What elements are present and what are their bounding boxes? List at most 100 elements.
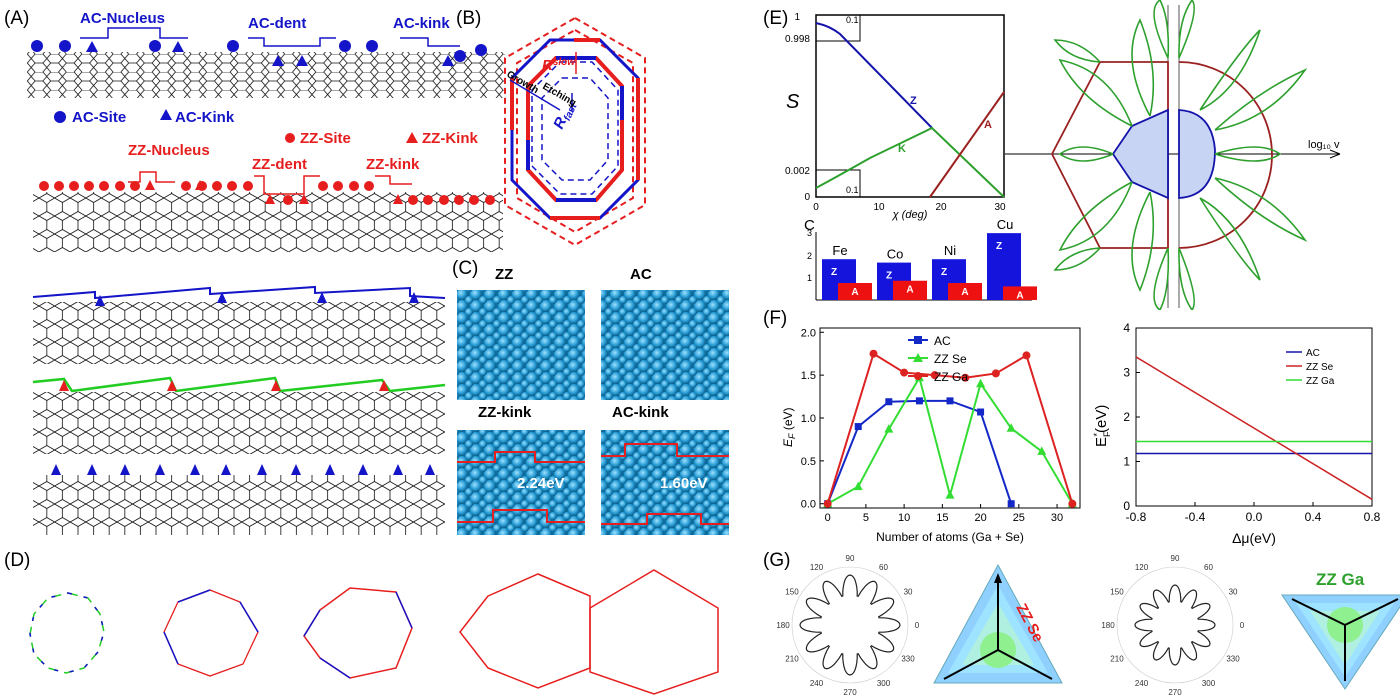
bar-a-label: A bbox=[1016, 290, 1023, 301]
polar-rose-curve bbox=[799, 574, 901, 676]
polar-angle-label: 270 bbox=[1168, 688, 1182, 695]
f-right-ytick-label: 1 bbox=[1123, 455, 1130, 469]
lattice-zz-edge bbox=[33, 392, 445, 454]
data-point-zz-ga bbox=[1022, 351, 1031, 360]
zz-site-markers bbox=[39, 181, 495, 205]
polar-angle-label: 300 bbox=[1202, 679, 1216, 688]
zz-kink-legend-label: ZZ-Kink bbox=[422, 130, 478, 147]
zz-dent-label: ZZ-dent bbox=[252, 156, 307, 173]
polar-gridline bbox=[1116, 566, 1234, 684]
ac-lattice bbox=[27, 52, 505, 98]
panel-c-zz-kink-title: ZZ-kink bbox=[478, 404, 532, 421]
f-right-axis-ticks: -0.8 -0.4 0.0 0.4 0.8 0 1 2 3 4 bbox=[1123, 321, 1380, 524]
f-left-xtick-label: 25 bbox=[1013, 512, 1025, 524]
ac-kink-legend-label: AC-Kink bbox=[175, 109, 235, 126]
e-ytick-0002: 0.002 bbox=[785, 166, 810, 177]
f-left-ytick-label: 2.0 bbox=[801, 327, 816, 339]
polar-angle-label: 60 bbox=[1204, 563, 1213, 572]
panel-f-left: 0 5 10 15 20 25 30 0.0 0.5 1.0 1.5 2.0 AC ZZ Se ZZ … bbox=[781, 327, 1081, 544]
metal-label-cu: Cu bbox=[997, 217, 1014, 232]
f-left-xtick-label: 30 bbox=[1051, 512, 1063, 524]
polar-angle-label: 150 bbox=[785, 588, 799, 597]
ac-kink-legend-icon bbox=[160, 109, 172, 120]
polar-angle-label: 30 bbox=[904, 588, 913, 597]
zz-kink-legend-icon bbox=[406, 132, 418, 143]
f-right-ytick-label: 2 bbox=[1123, 410, 1130, 424]
data-point-zz-ga bbox=[930, 371, 939, 380]
curve-k-label: K bbox=[898, 143, 906, 155]
polar-angle-label: 0 bbox=[1240, 621, 1245, 630]
zz-nucleus-label: ZZ-Nucleus bbox=[128, 142, 210, 159]
f-right-xtick-label: -0.8 bbox=[1126, 510, 1147, 524]
zz-kink-atoms-image bbox=[457, 430, 585, 535]
f-left-xtick-label: 5 bbox=[863, 512, 869, 524]
bar-z-label: Z bbox=[886, 271, 892, 282]
ac-site-legend-label: AC-Site bbox=[72, 109, 126, 126]
bar-z-label: Z bbox=[996, 241, 1002, 252]
metal-label-co: Co bbox=[887, 247, 904, 262]
inset-tick-top: 0.1 bbox=[846, 15, 859, 25]
metal-label-ni: Ni bbox=[944, 243, 956, 258]
triangle-zz-se: ZZ Se bbox=[933, 563, 1063, 684]
panel-c: 2.24eV 1.60eV bbox=[457, 290, 729, 535]
zz-kink-energy: 2.24eV bbox=[517, 475, 565, 492]
f-right-xtick-label: 0.0 bbox=[1246, 510, 1263, 524]
ac-kink-atoms-image bbox=[601, 430, 729, 535]
r-slow-label: Rslow bbox=[542, 57, 576, 74]
f-left-ytick-label: 0.5 bbox=[801, 456, 816, 468]
zz-ga-label: ZZ Ga bbox=[1316, 570, 1365, 589]
e-xlabel: χ (deg) bbox=[892, 209, 928, 221]
polar-angle-label: 180 bbox=[776, 621, 790, 630]
log-v-label: log₁₀ v bbox=[1308, 139, 1340, 151]
f-left-legend: AC ZZ Se ZZ Ga bbox=[908, 334, 968, 384]
panel-c-label: (C) bbox=[452, 258, 479, 279]
f-left-ylabel: EF (eV) bbox=[781, 407, 797, 447]
polar-angle-label: 180 bbox=[1101, 621, 1115, 630]
f-right-ytick-label: 0 bbox=[1123, 499, 1130, 513]
e-ytick-1: 1 bbox=[794, 12, 800, 23]
f-left-axis-ticks: 0 5 10 15 20 25 30 0.0 0.5 1.0 1.5 2.0 bbox=[801, 327, 1063, 524]
data-point-ac bbox=[885, 398, 893, 406]
data-point-zz-ga bbox=[1068, 499, 1077, 508]
polar-angle-label: 90 bbox=[846, 555, 855, 563]
lattice-ac-edge bbox=[33, 302, 445, 364]
bar-a-label: A bbox=[906, 285, 913, 296]
bar-a-label: A bbox=[851, 287, 858, 298]
inset-tick-bottom: 0.1 bbox=[846, 185, 859, 195]
e-xtick-20: 20 bbox=[935, 202, 947, 213]
legend-r-zz-se: ZZ Se bbox=[1306, 362, 1334, 373]
data-point-zz-se bbox=[1006, 423, 1016, 432]
lattice-mixed-edge bbox=[33, 475, 445, 535]
panel-c-ac-title: AC bbox=[630, 266, 652, 283]
polar-angle-label: 300 bbox=[877, 679, 891, 688]
f-left-ytick-label: 0.0 bbox=[801, 499, 816, 511]
bar-ytick-3: 3 bbox=[807, 228, 812, 238]
legend-zz-se: ZZ Se bbox=[934, 352, 967, 366]
panel-e: 0.1 0.1 1 0.998 0.002 0 0 10 20 30 S χ (… bbox=[785, 0, 1341, 310]
panel-f-label: (F) bbox=[763, 308, 788, 329]
bar-a-ni bbox=[948, 283, 982, 300]
polar-angle-label: 330 bbox=[901, 655, 915, 664]
data-point-ac bbox=[854, 423, 862, 431]
data-point-zz-ga bbox=[961, 373, 970, 382]
bar-a-fe bbox=[838, 283, 872, 300]
triangle-zz-ga: ZZ Ga bbox=[1281, 570, 1400, 690]
f-left-ytick-label: 1.0 bbox=[801, 413, 816, 425]
f-left-xtick-label: 20 bbox=[974, 512, 986, 524]
polar-angle-label: 270 bbox=[843, 688, 857, 695]
polar-angle-label: 120 bbox=[1135, 563, 1149, 572]
panel-e-label: (E) bbox=[763, 8, 789, 29]
f-right-ytick-label: 3 bbox=[1123, 366, 1130, 380]
ac-site-markers bbox=[31, 40, 487, 62]
bar-ytick-2: 2 bbox=[807, 251, 812, 261]
polar-angle-label: 240 bbox=[810, 679, 824, 688]
polar-gridline bbox=[791, 566, 909, 684]
e-xtick-10: 10 bbox=[873, 202, 885, 213]
panel-c-zz-title: ZZ bbox=[495, 266, 514, 283]
polar-angle-label: 240 bbox=[1135, 679, 1149, 688]
legend-ac: AC bbox=[934, 334, 951, 348]
bar-z-label: Z bbox=[941, 267, 947, 278]
data-point-zz-se bbox=[853, 481, 863, 491]
